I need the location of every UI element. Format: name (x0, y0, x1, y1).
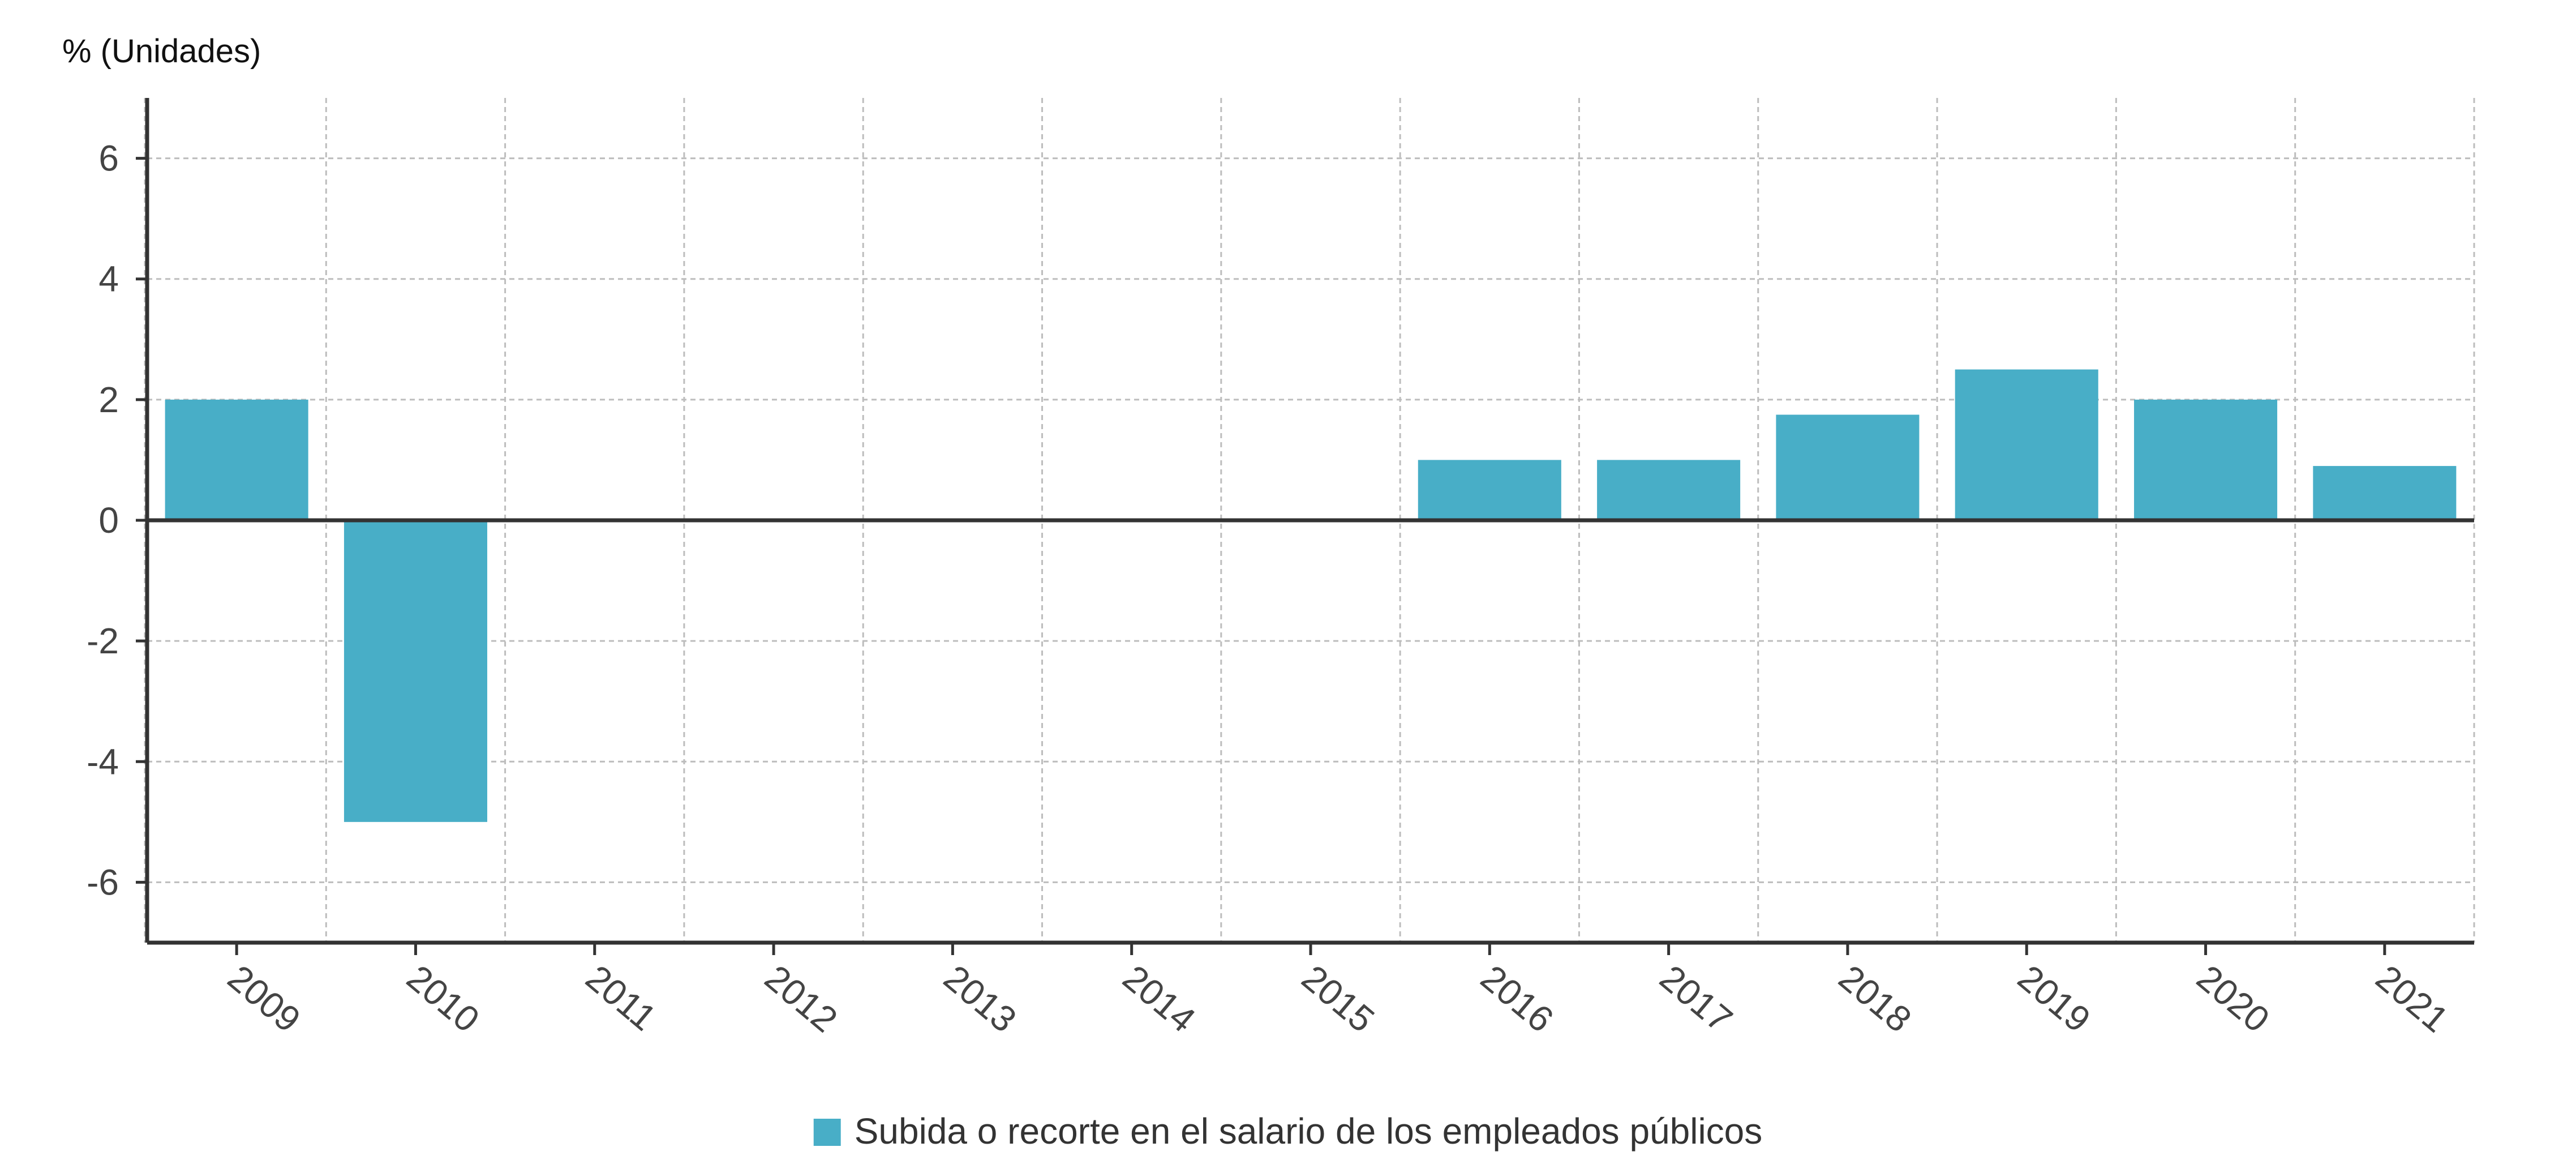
y-tick-label: 2 (98, 379, 119, 420)
x-tick-label: 2018 (1831, 957, 1919, 1041)
x-tick-labels: 2009 2010 2011 2012 2013 2014 2015 2016 2017 2018… (220, 943, 2456, 1040)
bar-2018[interactable] (1776, 414, 1920, 521)
bar-2016[interactable] (1418, 460, 1561, 520)
x-tick-label: 2013 (936, 957, 1024, 1041)
x-tick-label: 2012 (757, 957, 845, 1041)
x-tick-label: 2015 (1294, 957, 1382, 1041)
y-tick-label: -6 (87, 862, 119, 902)
bar-2009[interactable] (165, 399, 308, 520)
y-tick-label: 6 (98, 138, 119, 179)
y-tick-label: 4 (98, 259, 119, 299)
x-tick-label: 2010 (399, 957, 487, 1041)
bar-2020[interactable] (2134, 399, 2278, 520)
legend-label: Subida o recorte en el salario de los em… (855, 1111, 1763, 1152)
x-tick-label: 2016 (1473, 957, 1561, 1041)
bars (165, 369, 2457, 822)
bar-2021[interactable] (2313, 466, 2457, 520)
legend-swatch (813, 1119, 841, 1146)
grid (144, 98, 2475, 943)
x-tick-label: 2011 (578, 957, 664, 1039)
bar-2017[interactable] (1597, 460, 1741, 520)
x-tick-label: 2014 (1115, 957, 1203, 1041)
bar-2010[interactable] (344, 520, 487, 822)
y-tick-label: 0 (98, 500, 119, 541)
axes (145, 98, 2474, 945)
bar-2019[interactable] (1955, 369, 2098, 520)
y-unit-label: % (Unidades) (62, 33, 261, 70)
x-tick-label: 2020 (2189, 957, 2277, 1041)
y-tick-label: -4 (87, 741, 119, 782)
legend[interactable]: Subida o recorte en el salario de los em… (813, 1111, 1763, 1152)
y-tick-label: -2 (87, 620, 119, 661)
x-tick-label: 2009 (220, 957, 308, 1041)
x-tick-label: 2017 (1652, 957, 1740, 1041)
x-tick-label: 2019 (2010, 957, 2098, 1041)
y-tick-labels: 6 4 2 0 -2 -4 -6 (87, 138, 147, 902)
x-tick-label: 2021 (2368, 957, 2456, 1041)
